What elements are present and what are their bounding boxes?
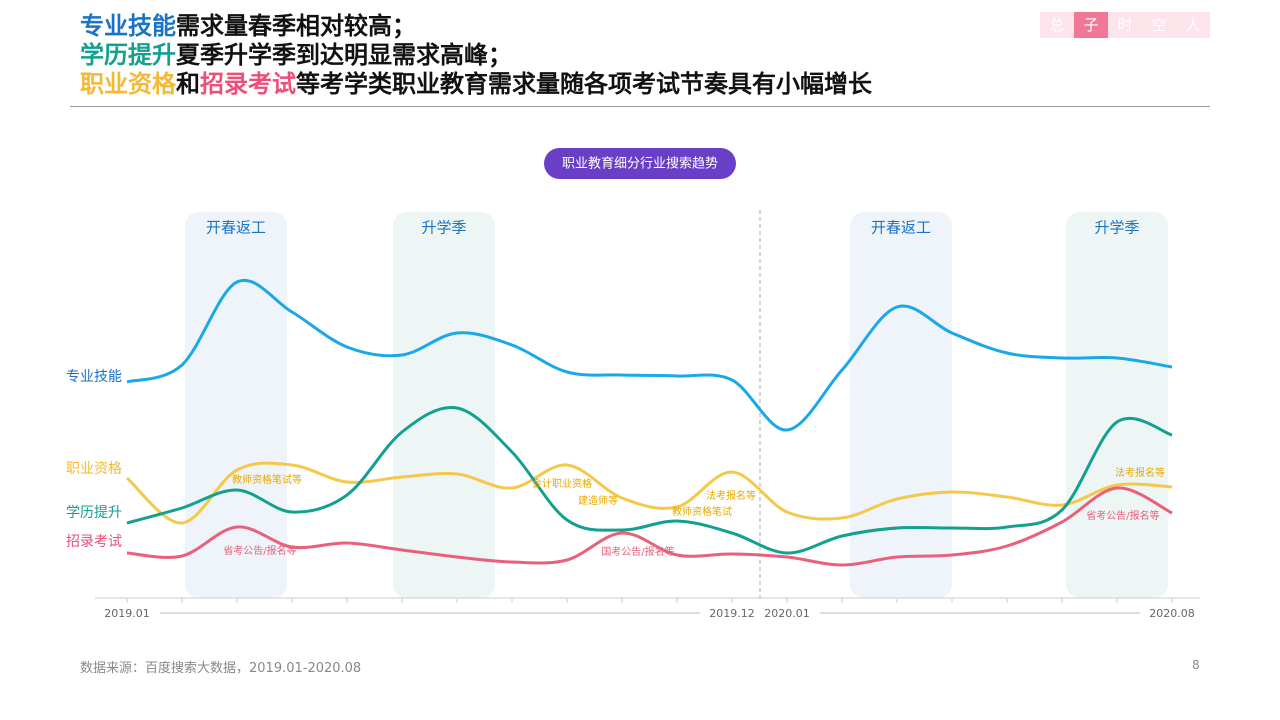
annotation: 国考公告/报名等: [601, 545, 674, 558]
x-tick-label: 2020.01: [764, 607, 810, 620]
title-segment: 学历提升: [80, 41, 176, 69]
logo: 总子时空人: [1040, 12, 1210, 38]
series-label: 专业技能: [66, 369, 122, 385]
band-label: 开春返工: [871, 219, 931, 237]
series-line: [126, 278, 1173, 432]
title-segment: 等考学类职业教育需求量随各项考试节奏具有小幅增长: [296, 70, 872, 98]
chart-title-pill: [544, 148, 736, 179]
series-label: 职业资格: [66, 461, 122, 477]
logo-char: 空: [1142, 12, 1176, 38]
band-label: 升学季: [1094, 219, 1139, 237]
highlight-band: [850, 212, 952, 598]
chart-title: 职业教育细分行业搜索趋势: [562, 156, 718, 172]
title-segment: 专业技能: [80, 12, 176, 40]
band-label: 开春返工: [206, 219, 266, 237]
slide-title: 专业技能需求量春季相对较高； 学历提升夏季升学季到达明显需求高峰； 职业资格和招录考…: [80, 12, 872, 99]
series-label: 招录考试: [66, 534, 122, 550]
annotation: 法考报名等: [706, 489, 756, 502]
source-note: 数据来源：百度搜索大数据，2019.01-2020.08: [80, 661, 362, 676]
series-line: [126, 486, 1173, 567]
logo-char: 时: [1108, 12, 1142, 38]
annotation: 省考公告/报名等: [223, 544, 296, 557]
title-segment: 需求量春季相对较高；: [176, 12, 416, 40]
title-rule: [70, 106, 1210, 107]
x-tick-label: 2019.12: [709, 607, 755, 620]
annotation: 教师资格笔试等: [232, 473, 302, 486]
logo-char: 总: [1040, 12, 1074, 38]
series-line: [125, 461, 1173, 525]
x-tick-label: 2020.08: [1149, 607, 1195, 620]
highlight-band: [1066, 212, 1168, 598]
title-segment: 和: [176, 70, 200, 98]
logo-char: 人: [1176, 12, 1210, 38]
annotation: 教师资格笔试: [672, 505, 732, 518]
annotation: 会计职业资格: [532, 477, 592, 490]
highlight-band: [393, 212, 495, 598]
title-line: 学历提升夏季升学季到达明显需求高峰；: [80, 41, 872, 70]
title-line: 专业技能需求量春季相对较高；: [80, 12, 872, 41]
logo-char: 子: [1074, 12, 1108, 38]
highlight-band: [185, 212, 287, 598]
annotation: 建造师等: [578, 494, 618, 507]
series-label: 学历提升: [66, 505, 122, 521]
x-tick-label: 2019.01: [104, 607, 150, 620]
title-segment: 招录考试: [200, 70, 296, 98]
annotation: 法考报名等: [1115, 466, 1165, 479]
title-segment: 职业资格: [80, 70, 176, 98]
annotation: 省考公告/报名等: [1086, 509, 1159, 522]
series-line: [126, 405, 1173, 555]
band-label: 升学季: [421, 219, 466, 237]
page-number: 8: [1192, 658, 1200, 672]
title-line: 职业资格和招录考试等考学类职业教育需求量随各项考试节奏具有小幅增长: [80, 70, 872, 99]
title-segment: 夏季升学季到达明显需求高峰；: [176, 41, 512, 69]
